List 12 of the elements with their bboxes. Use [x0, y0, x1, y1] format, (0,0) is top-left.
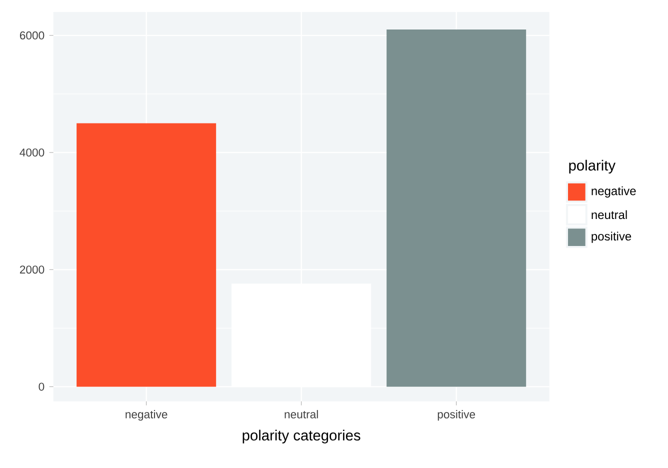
x-tick-label: positive — [438, 410, 476, 421]
legend-label: positive — [592, 232, 632, 243]
y-tick-label: 6000 — [20, 31, 44, 40]
x-axis-title: polarity categories — [242, 430, 360, 444]
legend-label: negative — [592, 186, 636, 198]
y-tick-label: 0 — [38, 382, 44, 391]
x-tick-label: negative — [126, 410, 168, 421]
legend-title: polarity — [569, 160, 616, 174]
y-tick-label: 4000 — [20, 148, 44, 157]
x-tick-label: neutral — [284, 410, 318, 418]
legend-label: neutral — [592, 210, 627, 220]
y-tick-label: 2000 — [20, 266, 44, 274]
